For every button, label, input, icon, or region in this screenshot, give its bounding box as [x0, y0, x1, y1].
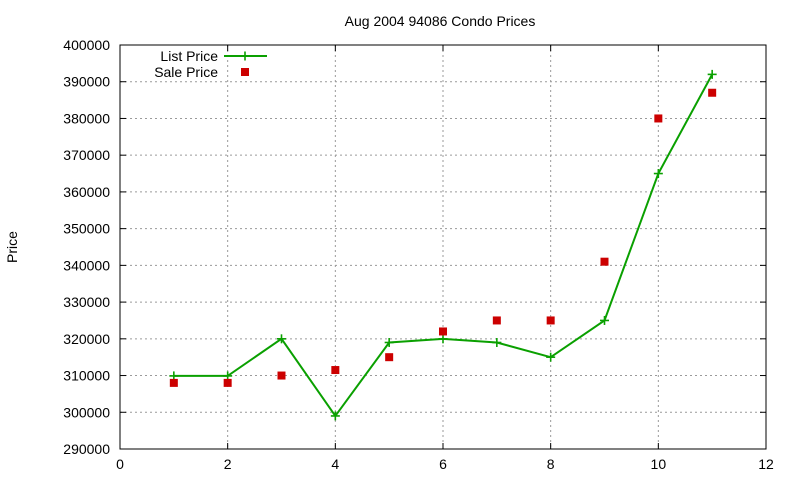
sale-price-point [600, 257, 609, 266]
sale-price-point [439, 327, 447, 336]
list-price-point [600, 315, 609, 325]
x-tick-label: 4 [331, 456, 339, 472]
list-price-point [330, 411, 340, 421]
x-tick-label: 2 [224, 456, 232, 472]
sale-price-point [331, 366, 340, 375]
legend-marker [240, 51, 250, 61]
y-tick-label: 360000 [63, 184, 110, 200]
y-tick-label: 370000 [63, 147, 110, 163]
series [169, 69, 717, 421]
x-tick-label: 12 [758, 456, 774, 472]
axis-ticks [119, 44, 767, 450]
x-tick-label: 0 [116, 456, 124, 472]
y-tick-label: 400000 [63, 37, 110, 53]
sale-price-point [169, 378, 178, 387]
x-tick-label: 6 [439, 456, 447, 472]
sale-price-point [223, 378, 232, 387]
list-price-point [546, 352, 556, 362]
legend-label: Sale Price [154, 64, 218, 80]
series-list-price [169, 69, 717, 421]
list-price-point [653, 169, 663, 179]
y-tick-label: 390000 [63, 74, 110, 90]
sale-price-point [708, 88, 717, 97]
list-price-point [438, 334, 448, 344]
sale-price-point [546, 316, 555, 325]
y-tick-label: 380000 [63, 110, 110, 126]
series-sale-price [169, 88, 717, 387]
list-price-point [384, 337, 394, 347]
y-axis-label: Price [4, 231, 20, 263]
legend-marker [241, 68, 249, 76]
sale-price-point [492, 316, 501, 325]
list-price-point [492, 337, 502, 347]
y-tick-label: 290000 [63, 441, 110, 457]
legend-item-list-price: List Price [160, 48, 267, 64]
y-tick-label: 340000 [63, 257, 110, 273]
y-tick-label: 330000 [63, 294, 110, 310]
grid [120, 45, 766, 449]
y-tick-label: 300000 [63, 404, 110, 420]
list-price-point [707, 69, 717, 79]
sale-price-point [385, 353, 394, 362]
sale-price-point [277, 371, 286, 380]
legend-item-sale-price: Sale Price [154, 64, 249, 80]
legend-label: List Price [160, 48, 218, 64]
tick-labels: 0 2 4 6 8 10 12 290000 300000 310000 320000 330000 3… [63, 37, 774, 472]
chart-title: Aug 2004 94086 Condo Prices [345, 13, 536, 29]
y-tick-label: 320000 [63, 331, 110, 347]
x-tick-label: 10 [651, 456, 667, 472]
x-tick-label: 8 [547, 456, 555, 472]
sale-price-point [654, 114, 663, 123]
y-tick-label: 310000 [63, 368, 110, 384]
y-tick-label: 350000 [63, 221, 110, 237]
list-price-point [277, 334, 286, 344]
